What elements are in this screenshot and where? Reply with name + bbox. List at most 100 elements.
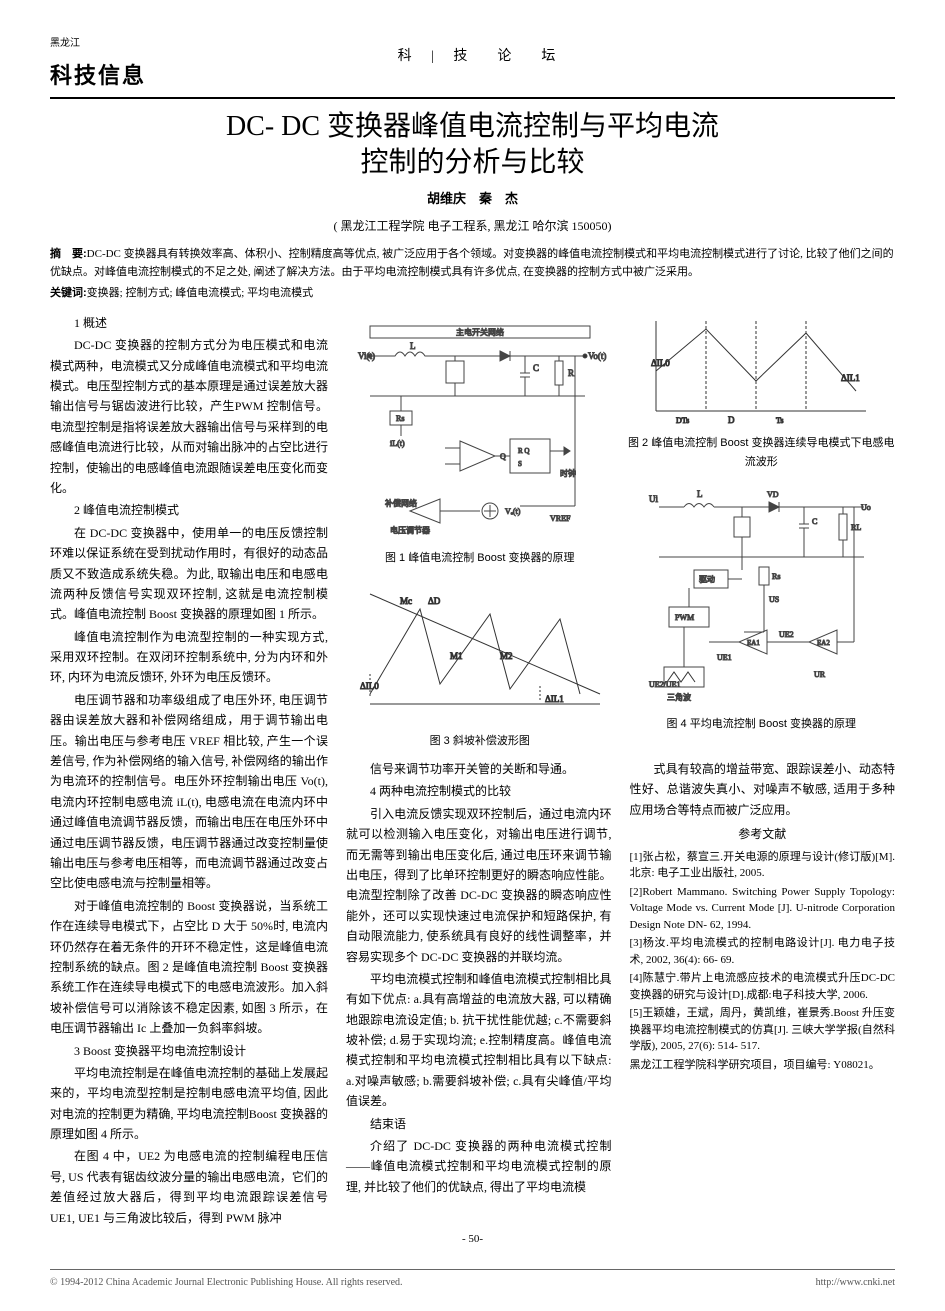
svg-text:C: C: [812, 517, 817, 526]
svg-text:补偿网络: 补偿网络: [385, 498, 417, 508]
reference-item: [5]王颖雄，王斌，周丹，黄凯维，崔景秀.Boost 升压变换器平均电流控制模式…: [630, 1005, 896, 1055]
reference-item: [1]张占松，蔡宣三.开关电源的原理与设计(修订版)[M].北京: 电子工业出版…: [630, 849, 896, 882]
svg-text:时钟: 时钟: [560, 468, 576, 478]
svg-text:VD: VD: [767, 490, 779, 499]
svg-text:R Q: R Q: [518, 447, 529, 455]
svg-text:L: L: [410, 341, 416, 351]
title-line-2: 控制的分析与比较: [360, 147, 584, 178]
reference-item: [2]Robert Mammano. Switching Power Suppl…: [630, 884, 896, 934]
figure-2-4: ΔIL0 ΔIL1 D DTs Ts 图 2 峰值电流控制 Boost 变换器连…: [628, 311, 896, 751]
fig4-diagram: Ui L VD: [639, 482, 884, 707]
para: DC-DC 变换器的控制方式分为电压模式和电流模式两种，电流模式又分成峰值电流模…: [50, 335, 328, 498]
para: 信号来调节功率开关管的关断和导通。: [346, 759, 612, 779]
svg-text:Vₑ(t): Vₑ(t): [505, 507, 521, 516]
svg-text:R: R: [568, 368, 574, 378]
fig1-caption: 图 1 峰值电流控制 Boost 变换器的原理: [346, 549, 614, 568]
para: 对于峰值电流控制的 Boost 变换器说，当系统工作在连续导电模式下，占空比 D…: [50, 896, 328, 1039]
svg-text:RL: RL: [851, 523, 861, 532]
left-column: 1 概述 DC-DC 变换器的控制方式分为电压模式和电流模式两种，电流模式又分成…: [50, 311, 328, 1230]
journal-brand: 黑龙江 科技信息: [50, 20, 146, 95]
svg-text:Rs: Rs: [396, 414, 404, 423]
svg-text:UE2/UE1: UE2/UE1: [649, 680, 681, 689]
mid-column: 信号来调节功率开关管的关断和导通。 4 两种电流控制模式的比较 引入电流反馈实现…: [346, 759, 612, 1199]
svg-text:主电开关网络: 主电开关网络: [456, 327, 504, 337]
svg-text:C: C: [533, 363, 539, 373]
reference-item: [3]杨汝.平均电流模式的控制电路设计[J]. 电力电子技术, 2002, 36…: [630, 935, 896, 968]
para: 在 DC-DC 变换器中，使用单一的电压反馈控制环难以保证系统在受到扰动作用时，…: [50, 523, 328, 625]
title-line-1: DC- DC 变换器峰值电流控制与平均电流: [226, 111, 719, 142]
heading-3: 3 Boost 变换器平均电流控制设计: [50, 1041, 328, 1061]
para: 在图 4 中，UE2 为电感电流的控制编程电压信号, US 代表有锯齿纹波分量的…: [50, 1146, 328, 1228]
svg-text:驱动: 驱动: [699, 574, 715, 584]
brand-region: 黑龙江: [50, 38, 80, 49]
fig3-caption: 图 3 斜坡补偿波形图: [346, 732, 614, 751]
keywords-label: 关键词:: [50, 287, 87, 299]
svg-text:Vi(t): Vi(t): [358, 351, 375, 361]
heading-4: 4 两种电流控制模式的比较: [346, 781, 612, 801]
authors: 胡维庆 秦 杰: [50, 188, 895, 210]
references-heading: 参考文献: [630, 824, 896, 844]
svg-text:S: S: [518, 460, 522, 468]
affiliation: ( 黑龙江工程学院 电子工程系, 黑龙江 哈尔滨 150050): [50, 216, 895, 236]
svg-text:UE1: UE1: [717, 653, 732, 662]
svg-text:三角波: 三角波: [667, 692, 691, 702]
svg-text:UR: UR: [814, 670, 826, 679]
journal-header: 黑龙江 科技信息 科 | 技 论 坛: [50, 20, 895, 99]
para: 介绍了 DC-DC 变换器的两种电流模式控制——峰值电流模式控制和平均电流模式控…: [346, 1136, 612, 1197]
para: 式具有较高的增益带宽、跟踪误差小、动态特性好、总谐波失真小、对噪声不敏感, 适用…: [630, 759, 896, 820]
heading-1: 1 概述: [50, 313, 328, 333]
fig1-diagram: 主电开关网络 L Vi(t): [350, 311, 610, 541]
copyright-text: © 1994-2012 China Academic Journal Elect…: [50, 1274, 403, 1291]
page-number: - 50-: [50, 1230, 895, 1249]
svg-text:M2: M2: [500, 651, 513, 661]
fig4-caption: 图 4 平均电流控制 Boost 变换器的原理: [628, 715, 896, 734]
para: 平均电流模式控制和峰值电流模式控制相比具有如下优点: a.具有高增益的电流放大器…: [346, 969, 612, 1112]
svg-text:EA2: EA2: [817, 639, 830, 647]
svg-text:ΔIL0: ΔIL0: [651, 358, 670, 368]
para: 峰值电流控制作为电流型控制的一种实现方式, 采用双环控制。在双闭环控制系统中, …: [50, 627, 328, 688]
para: 平均电流控制是在峰值电流控制的基础上发展起来的，平均电流型控制是控制电感电流平均…: [50, 1063, 328, 1145]
svg-text:US: US: [769, 595, 779, 604]
heading-2: 2 峰值电流控制模式: [50, 500, 328, 520]
source-url: http://www.cnki.net: [816, 1274, 895, 1291]
keywords: 关键词:变换器; 控制方式; 峰值电流模式; 平均电流模式: [50, 285, 895, 303]
para: 引入电流反馈实现双环控制后，通过电流内环就可以检测输入电压变化，对输出电压进行调…: [346, 804, 612, 967]
abstract-text: DC-DC 变换器具有转换效率高、体积小、控制精度高等优点, 被广泛应用于各个领…: [50, 248, 894, 278]
svg-text:iL(t): iL(t): [390, 439, 405, 448]
svg-text:Ui: Ui: [649, 494, 658, 504]
keywords-text: 变换器; 控制方式; 峰值电流模式; 平均电流模式: [87, 287, 313, 299]
svg-text:D: D: [728, 415, 735, 425]
svg-text:VREF: VREF: [550, 514, 571, 523]
svg-text:PWM: PWM: [675, 613, 694, 622]
reference-item: [4]陈慧宁.带片上电流感应技术的电流模式升压DC-DC 变换器的研究与设计[D…: [630, 970, 896, 1003]
figure-1: 主电开关网络 L Vi(t): [346, 311, 614, 751]
svg-text:L: L: [697, 489, 703, 499]
fig2-caption: 图 2 峰值电流控制 Boost 变换器连续导电模式下电感电流波形: [628, 434, 896, 471]
svg-text:UE2: UE2: [779, 630, 794, 639]
svg-text:ΔD: ΔD: [428, 596, 441, 606]
heading-conclusion: 结束语: [346, 1114, 612, 1134]
header-section-label: 科 | 技 论 坛: [398, 45, 564, 69]
brand-name: 科技信息: [50, 63, 146, 88]
acknowledgment: 黑龙江工程学院科学研究项目，项目编号: Y08021。: [630, 1057, 896, 1074]
svg-text:ΔIL1: ΔIL1: [545, 694, 564, 704]
right-column: 主电开关网络 L Vi(t): [346, 311, 895, 1230]
refs-column: 式具有较高的增益带宽、跟踪误差小、动态特性好、总谐波失真小、对噪声不敏感, 适用…: [630, 759, 896, 1199]
article-title: DC- DC 变换器峰值电流控制与平均电流 控制的分析与比较: [50, 109, 895, 182]
svg-text:Rs: Rs: [772, 572, 780, 581]
svg-text:ΔIL1: ΔIL1: [841, 373, 860, 383]
abstract: 摘 要:DC-DC 变换器具有转换效率高、体积小、控制精度高等优点, 被广泛应用…: [50, 246, 895, 281]
svg-text:Mc: Mc: [400, 596, 412, 606]
svg-text:EA1: EA1: [747, 639, 760, 647]
svg-text:DTs: DTs: [676, 416, 689, 425]
para: 电压调节器和功率级组成了电压外环, 电压调节器由误差放大器和补偿网络组成，用于调…: [50, 690, 328, 894]
fig3-diagram: Mc ΔD M1 M2 ΔIL0 ΔIL1: [350, 574, 610, 724]
abstract-label: 摘 要:: [50, 248, 87, 260]
fig2-diagram: ΔIL0 ΔIL1 D DTs Ts: [646, 311, 876, 426]
svg-text:Ts: Ts: [776, 416, 783, 425]
page-footer: © 1994-2012 China Academic Journal Elect…: [50, 1269, 895, 1291]
svg-text:Vo(t): Vo(t): [588, 351, 606, 361]
svg-text:Uo: Uo: [861, 503, 871, 512]
svg-text:电压调节器: 电压调节器: [390, 525, 430, 535]
svg-text:M1: M1: [450, 651, 463, 661]
